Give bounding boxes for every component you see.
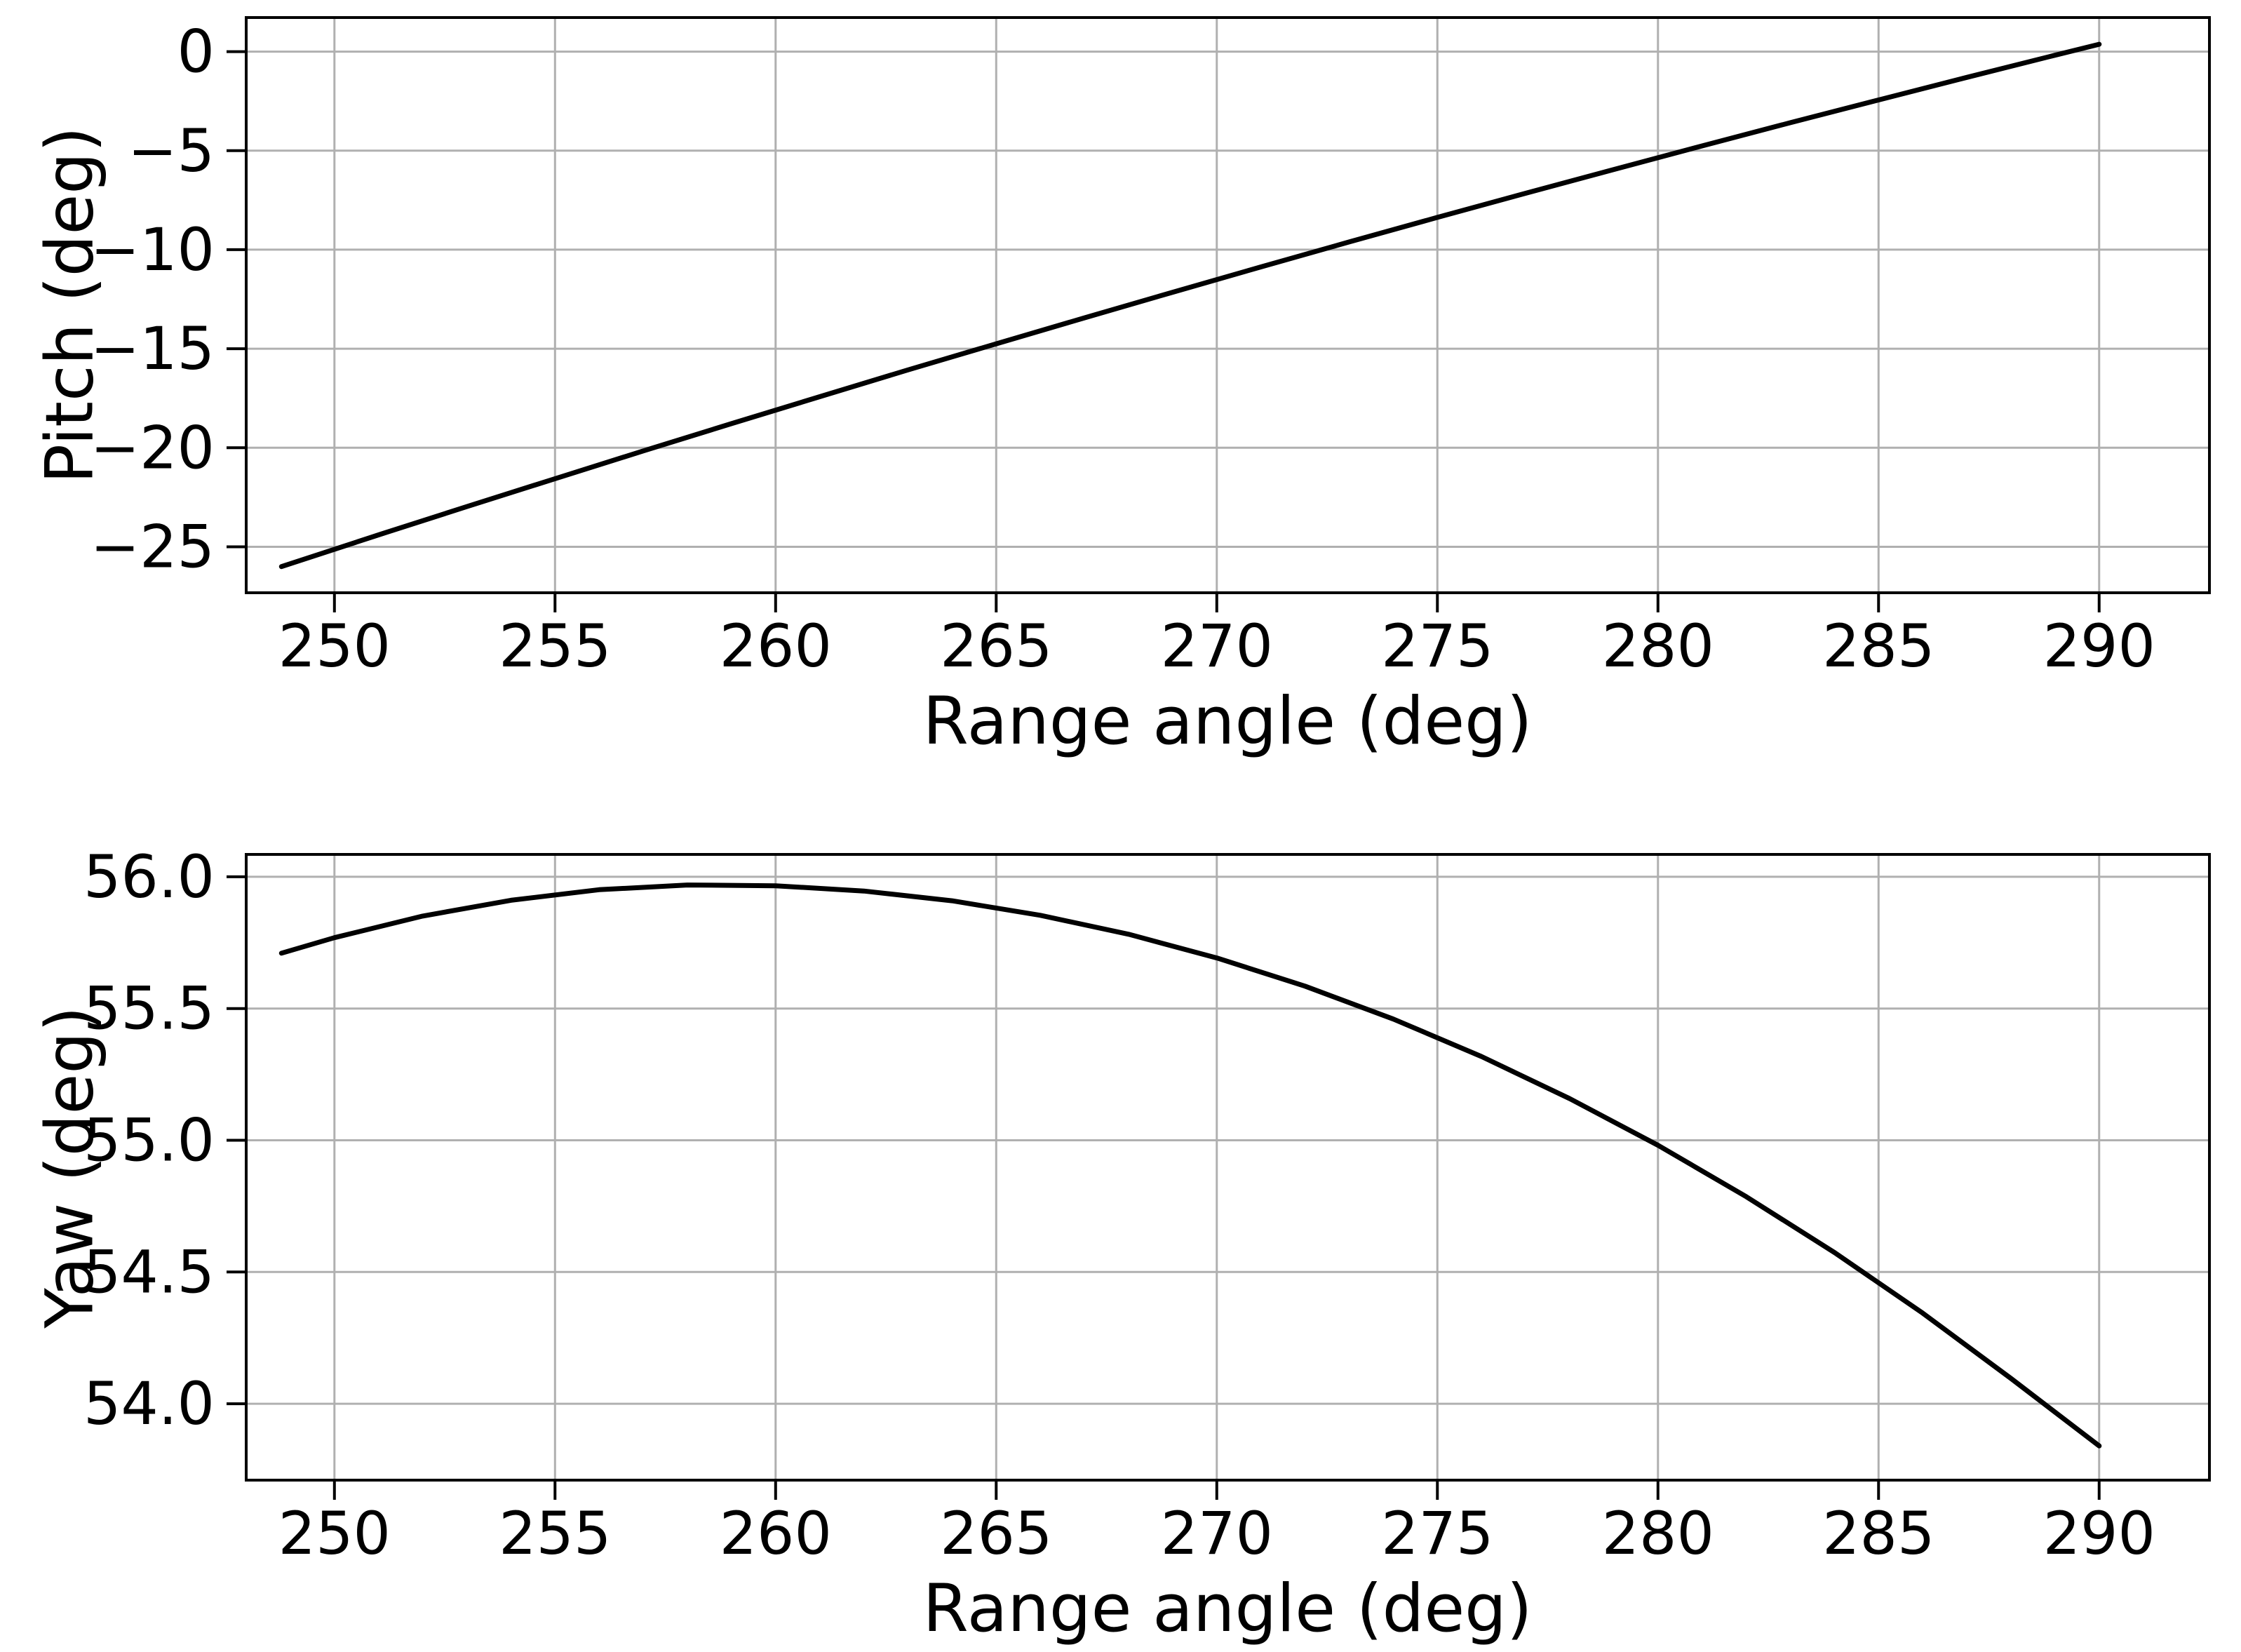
- y-tick-label: 0: [177, 18, 215, 86]
- y-tick-label: 54.5: [83, 1237, 215, 1306]
- x-tick-label: 285: [1822, 612, 1934, 680]
- y-tick-label: −10: [90, 215, 215, 284]
- x-tick-label: 270: [1161, 1499, 1273, 1568]
- yaw-line: [278, 882, 2102, 1449]
- x-tick-label: 260: [720, 612, 832, 680]
- x-tick-label: 280: [1602, 612, 1714, 680]
- x-tick-label: 260: [720, 1499, 832, 1568]
- x-tick-label: 265: [940, 1499, 1052, 1568]
- axes-frame: [245, 853, 2211, 1482]
- yaw-x-axis-label: Range angle (deg): [923, 1571, 1533, 1647]
- pitch-y-axis-label: Pitch (deg): [32, 126, 109, 483]
- yaw-y-axis-label: Yaw (deg): [32, 1006, 109, 1329]
- y-tick-label: −25: [90, 512, 215, 581]
- y-tick-label: 55.0: [83, 1106, 215, 1175]
- y-tick-label: −5: [128, 116, 215, 185]
- x-tick-label: 285: [1822, 1499, 1934, 1568]
- y-tick-label: −20: [90, 413, 215, 482]
- plots-layer: 250 255 260 265 270 275 280 285 290 0 −5 −10 −15 −20 −…: [83, 16, 2211, 1568]
- pitch-line: [278, 41, 2102, 570]
- x-tick-label: 270: [1161, 612, 1273, 680]
- y-tick-label: 56.0: [83, 842, 215, 911]
- x-tick-label: 280: [1602, 1499, 1714, 1568]
- x-tick-label: 250: [278, 1499, 391, 1568]
- x-tick-label: 255: [499, 1499, 611, 1568]
- y-tick-label: 54.0: [83, 1369, 215, 1438]
- yaw-chart: 250 255 260 265 270 275 280 285 290 56.0 55.5 55.0 5…: [83, 842, 2211, 1568]
- x-tick-label: 290: [2043, 1499, 2155, 1568]
- x-tick-label: 265: [940, 612, 1052, 680]
- pitch-x-axis-label: Range angle (deg): [923, 683, 1533, 760]
- pitch-chart: 250 255 260 265 270 275 280 285 290 0 −5 −10 −15 −20 −…: [90, 16, 2211, 680]
- x-tick-label: 275: [1381, 612, 1493, 680]
- y-tick-label: 55.5: [83, 974, 215, 1043]
- x-tick-label: 290: [2043, 612, 2155, 680]
- x-tick-label: 250: [278, 612, 391, 680]
- y-tick-label: −15: [90, 314, 215, 383]
- x-tick-label: 275: [1381, 1499, 1493, 1568]
- axes-frame: [245, 16, 2211, 594]
- x-tick-label: 255: [499, 612, 611, 680]
